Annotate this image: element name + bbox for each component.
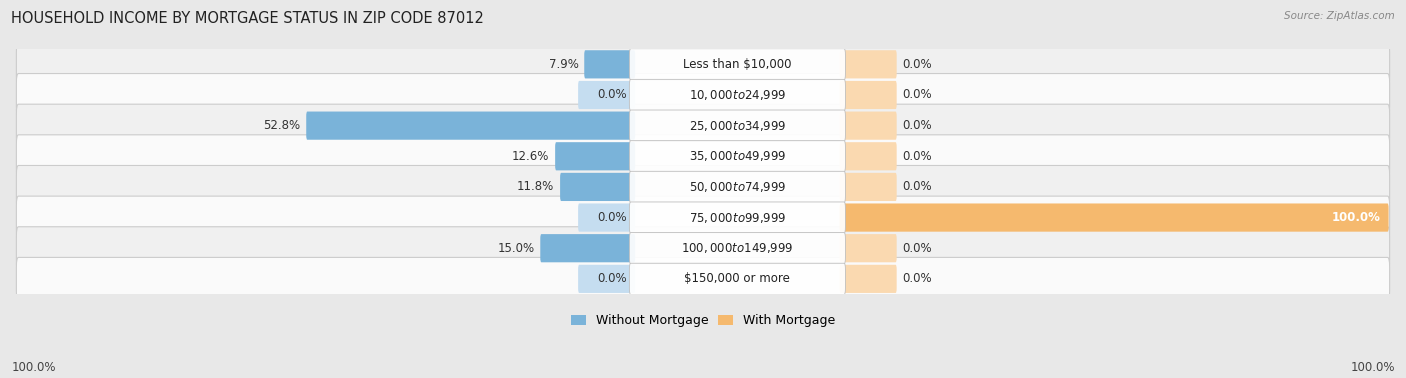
FancyBboxPatch shape <box>17 104 1389 147</box>
Text: 100.0%: 100.0% <box>1350 361 1395 374</box>
FancyBboxPatch shape <box>17 196 1389 239</box>
Text: 100.0%: 100.0% <box>11 361 56 374</box>
FancyBboxPatch shape <box>630 141 845 172</box>
FancyBboxPatch shape <box>17 227 1389 270</box>
FancyBboxPatch shape <box>839 173 897 201</box>
FancyBboxPatch shape <box>630 49 845 80</box>
FancyBboxPatch shape <box>17 43 1389 86</box>
FancyBboxPatch shape <box>839 112 897 140</box>
FancyBboxPatch shape <box>17 135 1389 178</box>
FancyBboxPatch shape <box>630 232 845 264</box>
Text: 7.9%: 7.9% <box>548 58 578 71</box>
FancyBboxPatch shape <box>839 142 897 170</box>
Text: 0.0%: 0.0% <box>903 58 932 71</box>
Text: $100,000 to $149,999: $100,000 to $149,999 <box>681 241 793 255</box>
FancyBboxPatch shape <box>839 203 1389 232</box>
FancyBboxPatch shape <box>839 234 897 262</box>
FancyBboxPatch shape <box>560 173 636 201</box>
Text: Less than $10,000: Less than $10,000 <box>683 58 792 71</box>
FancyBboxPatch shape <box>630 263 845 294</box>
FancyBboxPatch shape <box>578 81 636 109</box>
Text: 0.0%: 0.0% <box>903 242 932 255</box>
Text: 0.0%: 0.0% <box>903 180 932 194</box>
Text: $50,000 to $74,999: $50,000 to $74,999 <box>689 180 786 194</box>
FancyBboxPatch shape <box>555 142 636 170</box>
FancyBboxPatch shape <box>578 203 636 232</box>
Text: 0.0%: 0.0% <box>903 150 932 163</box>
Text: 0.0%: 0.0% <box>598 88 627 101</box>
FancyBboxPatch shape <box>17 257 1389 300</box>
Text: $75,000 to $99,999: $75,000 to $99,999 <box>689 211 786 225</box>
Text: $10,000 to $24,999: $10,000 to $24,999 <box>689 88 786 102</box>
FancyBboxPatch shape <box>585 50 636 79</box>
Legend: Without Mortgage, With Mortgage: Without Mortgage, With Mortgage <box>565 309 841 332</box>
FancyBboxPatch shape <box>839 81 897 109</box>
Text: 0.0%: 0.0% <box>903 119 932 132</box>
Text: 0.0%: 0.0% <box>903 273 932 285</box>
FancyBboxPatch shape <box>17 166 1389 208</box>
FancyBboxPatch shape <box>630 171 845 203</box>
FancyBboxPatch shape <box>630 79 845 111</box>
FancyBboxPatch shape <box>17 74 1389 116</box>
Text: 15.0%: 15.0% <box>498 242 534 255</box>
Text: $25,000 to $34,999: $25,000 to $34,999 <box>689 119 786 133</box>
FancyBboxPatch shape <box>578 265 636 293</box>
Text: 52.8%: 52.8% <box>263 119 301 132</box>
Text: $150,000 or more: $150,000 or more <box>685 273 790 285</box>
Text: 0.0%: 0.0% <box>598 211 627 224</box>
FancyBboxPatch shape <box>839 265 897 293</box>
Text: 0.0%: 0.0% <box>598 273 627 285</box>
FancyBboxPatch shape <box>630 202 845 233</box>
FancyBboxPatch shape <box>630 110 845 141</box>
Text: $35,000 to $49,999: $35,000 to $49,999 <box>689 149 786 163</box>
Text: HOUSEHOLD INCOME BY MORTGAGE STATUS IN ZIP CODE 87012: HOUSEHOLD INCOME BY MORTGAGE STATUS IN Z… <box>11 11 484 26</box>
Text: 11.8%: 11.8% <box>517 180 554 194</box>
FancyBboxPatch shape <box>307 112 636 140</box>
Text: 100.0%: 100.0% <box>1331 211 1381 224</box>
FancyBboxPatch shape <box>540 234 636 262</box>
Text: 0.0%: 0.0% <box>903 88 932 101</box>
FancyBboxPatch shape <box>839 50 897 79</box>
Text: Source: ZipAtlas.com: Source: ZipAtlas.com <box>1284 11 1395 21</box>
Text: 12.6%: 12.6% <box>512 150 550 163</box>
